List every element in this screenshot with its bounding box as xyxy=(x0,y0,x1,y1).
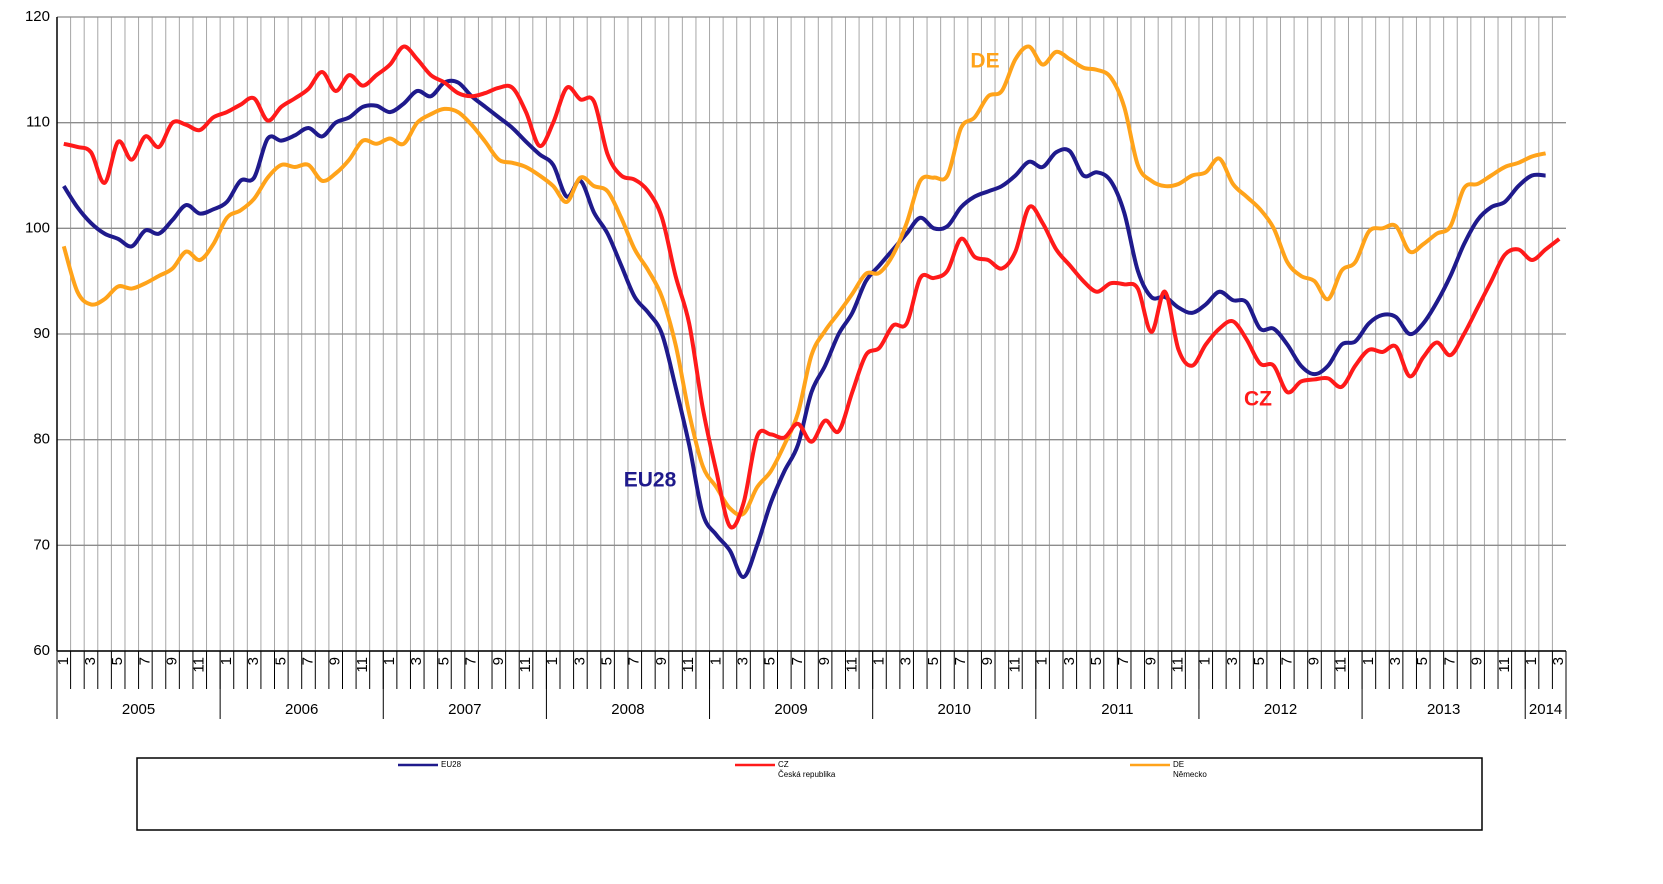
x-tick-label: 5 xyxy=(435,657,452,665)
y-tick-label: 120 xyxy=(25,8,50,25)
x-tick-label: 11 xyxy=(843,657,860,673)
x-tick-label: 5 xyxy=(1088,657,1105,665)
year-label: 2006 xyxy=(285,701,318,718)
x-tick-label: 9 xyxy=(1142,657,1159,665)
x-tick-label: 3 xyxy=(898,657,915,665)
series-line xyxy=(62,78,1546,580)
x-tick-label: 7 xyxy=(1278,657,1295,665)
year-label: 2013 xyxy=(1427,701,1460,718)
x-tick-label: 5 xyxy=(762,657,779,665)
x-tick-label: 5 xyxy=(272,657,289,665)
y-tick-label: 70 xyxy=(33,536,50,553)
legend-label: CZ xyxy=(778,760,789,769)
x-tick-label: 3 xyxy=(245,657,262,665)
y-tick-label: 90 xyxy=(33,325,50,342)
x-tick-label: 9 xyxy=(327,657,344,665)
x-tick-label: 3 xyxy=(82,657,99,665)
x-tick-label: 11 xyxy=(1333,657,1350,673)
x-tick-label: 7 xyxy=(952,657,969,665)
x-tick-label: 5 xyxy=(1251,657,1268,665)
x-tick-label: 5 xyxy=(109,657,126,665)
x-tick-label: 1 xyxy=(218,657,235,665)
annotation: EU28 xyxy=(624,469,677,492)
x-tick-label: 1 xyxy=(55,657,72,665)
x-tick-label: 7 xyxy=(1441,657,1458,665)
x-tick-label: 3 xyxy=(571,657,588,665)
x-tick-label: 11 xyxy=(517,657,534,673)
y-tick-label: 100 xyxy=(25,219,50,236)
x-tick-label: 1 xyxy=(870,657,887,665)
legend-description: Německo xyxy=(1173,770,1207,779)
x-tick-label: 11 xyxy=(1496,657,1513,673)
x-tick-label: 3 xyxy=(1061,657,1078,665)
legend-description: Česká republika xyxy=(778,770,836,779)
y-tick-label: 80 xyxy=(33,431,50,448)
year-label: 2014 xyxy=(1529,701,1562,718)
annotation: CZ xyxy=(1244,388,1272,411)
year-label: 2007 xyxy=(448,701,481,718)
year-label: 2005 xyxy=(122,701,155,718)
x-tick-label: 3 xyxy=(408,657,425,665)
x-tick-label: 1 xyxy=(1034,657,1051,665)
x-tick-label: 3 xyxy=(1387,657,1404,665)
x-tick-label: 1 xyxy=(1360,657,1377,665)
x-tick-label: 1 xyxy=(544,657,561,665)
y-tick-label: 110 xyxy=(26,114,50,131)
series-line xyxy=(63,44,1561,530)
x-tick-label: 7 xyxy=(789,657,806,665)
x-tick-label: 7 xyxy=(463,657,480,665)
year-label: 2011 xyxy=(1101,701,1133,718)
x-tick-label: 7 xyxy=(626,657,643,665)
x-tick-label: 1 xyxy=(381,657,398,665)
x-tick-label: 5 xyxy=(925,657,942,665)
x-tick-label: 7 xyxy=(136,657,153,665)
x-tick-label: 7 xyxy=(299,657,316,665)
year-label: 2010 xyxy=(938,701,971,718)
x-tick-label: 3 xyxy=(734,657,751,665)
annotation: DE xyxy=(970,50,999,73)
year-label: 2009 xyxy=(774,701,807,718)
legend-label: DE xyxy=(1173,760,1184,769)
x-tick-label: 9 xyxy=(1305,657,1322,665)
legend-box xyxy=(136,757,1483,831)
x-tick-label: 11 xyxy=(680,657,697,673)
x-tick-label: 9 xyxy=(490,657,507,665)
x-tick-label: 1 xyxy=(1197,657,1214,665)
x-tick-label: 9 xyxy=(653,657,670,665)
x-tick-label: 1 xyxy=(1523,657,1540,665)
x-tick-label: 5 xyxy=(599,657,616,665)
y-tick-label: 60 xyxy=(33,642,50,659)
x-tick-label: 5 xyxy=(1414,657,1431,665)
year-label: 2008 xyxy=(611,701,644,718)
legend-label: EU28 xyxy=(441,760,462,769)
x-tick-label: 11 xyxy=(1006,657,1023,673)
x-tick-label: 1 xyxy=(707,657,724,665)
x-tick-label: 3 xyxy=(1224,657,1241,665)
x-tick-label: 3 xyxy=(1550,657,1567,665)
x-tick-label: 9 xyxy=(816,657,833,665)
x-tick-label: 11 xyxy=(191,657,208,673)
series-line xyxy=(61,44,1547,517)
x-tick-label: 7 xyxy=(1115,657,1132,665)
x-tick-label: 9 xyxy=(164,657,181,665)
x-tick-label: 9 xyxy=(1469,657,1486,665)
year-label: 2012 xyxy=(1264,701,1297,718)
x-tick-label: 9 xyxy=(979,657,996,665)
x-tick-label: 11 xyxy=(354,657,371,673)
x-tick-label: 11 xyxy=(1170,657,1187,673)
